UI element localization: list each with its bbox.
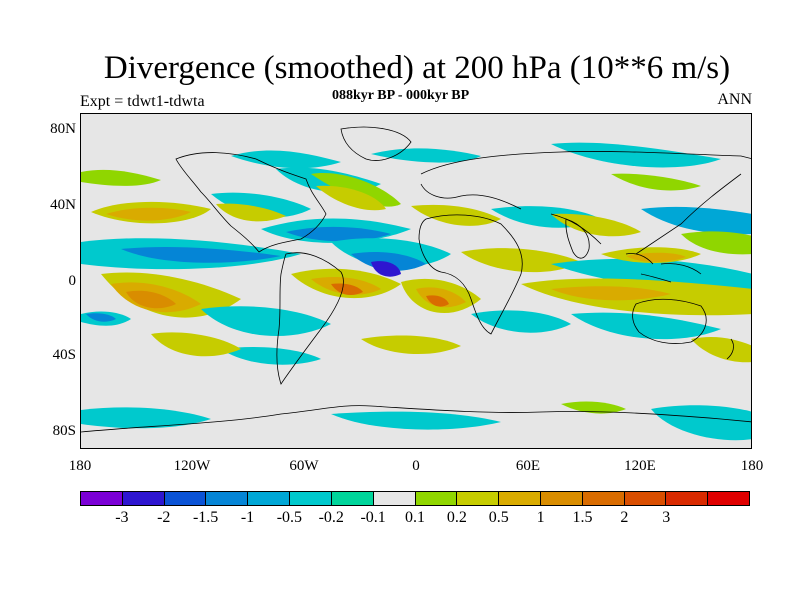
color-legend-swatch [499,492,541,505]
coastline [420,151,751,255]
contour-region [351,252,426,271]
plot-subtitle: 088kyr BP - 000kyr BP [332,88,470,103]
color-legend-label: 3 [662,509,671,526]
color-legend-swatch [164,492,207,505]
x-tick-label: 60W [289,458,319,474]
color-legend-label: -0.1 [360,509,386,526]
color-legend-swatch [122,492,165,505]
color-legend-label: -2 [157,509,171,526]
contour-region [121,246,281,263]
contour-region [286,226,391,242]
color-legend-swatch [81,492,123,505]
color-legend-swatch [248,492,291,505]
coastline [565,218,590,259]
contour-region [691,337,751,363]
color-legend-label: 1 [536,509,545,526]
coastline [276,252,344,385]
coastline [726,338,734,360]
contour-region [201,306,331,336]
color-legend-swatch [624,492,667,505]
color-legend-swatch [708,492,749,505]
coastline [340,126,412,161]
color-legend-swatch [415,492,458,505]
contour-region [371,261,401,277]
y-tick-label: 80N [50,121,76,137]
contour-region [426,295,449,307]
contour-region [126,290,176,309]
color-legend-label: 0.1 [405,509,425,526]
contour-region [106,207,191,221]
x-tick-label: 180 [68,458,92,474]
contour-region [331,411,501,430]
contour-region [81,169,161,186]
contour-region [471,310,571,333]
color-legend-label: 2 [620,509,629,526]
x-tick-label: 120E [624,458,656,474]
color-legend-swatch [457,492,500,505]
x-tick-label: 60E [515,458,541,474]
y-tick-label: 0 [68,273,77,289]
x-tick-label: 0 [412,458,420,474]
plot-title: Divergence (smoothed) at 200 hPa (10**6 … [103,50,731,86]
color-legend-swatch [206,492,249,505]
color-legend-label: 0.5 [488,509,509,526]
color-legend-swatch [666,492,709,505]
y-tick-label: 40S [52,347,76,363]
coastline [418,214,523,335]
contour-region [551,286,671,301]
contour-region [641,206,751,235]
contour-region [371,148,481,163]
color-legend-label: -0.5 [276,509,303,526]
contour-region [331,283,363,296]
y-tick-label: 80S [52,423,76,439]
contour-region [561,401,626,414]
color-legend-label: 1.5 [572,509,593,526]
contour-region [411,204,501,226]
x-tick-label: 120W [173,458,211,474]
contour-region [151,332,241,357]
color-legend-label: -0.2 [318,509,344,526]
contour-region [86,313,116,322]
contour-region [361,335,461,355]
color-legend-swatch [331,492,374,505]
color-legend-swatch [373,492,416,505]
coastline-layer [81,126,751,433]
color-legend-swatch [582,492,625,505]
map-fill-layer [81,142,751,441]
contour-region [311,173,401,207]
contour-region [231,150,341,169]
contour-region [551,142,721,168]
contour-region [216,203,286,222]
contour-region [611,173,701,191]
color-legend-swatch [290,492,332,505]
contour-region [681,231,751,255]
contour-region [316,185,386,211]
season-label: ANN [717,91,752,108]
coastline [175,152,327,253]
contour-region [81,407,211,429]
contour-region [211,192,311,218]
coastline [81,405,751,433]
color-legend-label: -1 [240,509,255,526]
color-legend [80,491,750,506]
y-tick-label: 40N [50,197,76,213]
color-legend-label: -1.5 [192,509,219,526]
contour-region [221,347,321,365]
divergence-map [80,113,752,449]
contour-region [461,248,581,273]
contour-region [571,312,721,340]
color-legend-swatch [540,492,583,505]
color-legend-label: -3 [115,509,129,526]
contour-region [551,258,751,290]
coastline [625,253,702,283]
coastline [632,298,707,344]
x-tick-label: 180 [740,458,764,474]
contour-region [651,405,751,441]
contour-region [551,213,641,237]
experiment-label: Expt = tdwt1-tdwta [80,93,205,110]
color-legend-label: 0.2 [446,509,467,526]
